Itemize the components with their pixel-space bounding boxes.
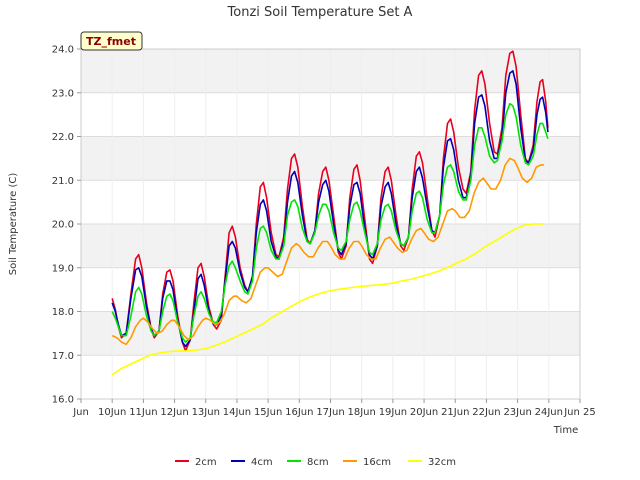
series-line-2cm bbox=[111, 50, 549, 352]
x-tick-label: 21Jun bbox=[441, 407, 469, 418]
x-tick-label: 23Jun bbox=[503, 407, 531, 418]
y-tick-label: 22.0 bbox=[52, 132, 74, 143]
series-lines bbox=[111, 50, 549, 376]
x-tick-label: 16Jun bbox=[285, 407, 313, 418]
legend-label-32cm: 32cm bbox=[428, 457, 456, 468]
y-axis-label: Soil Temperature (C) bbox=[8, 173, 19, 276]
site-tag-box bbox=[80, 31, 143, 51]
y-tick-label: 19.0 bbox=[52, 263, 74, 274]
x-tick-label: Jun bbox=[72, 407, 89, 418]
x-tick-label: 20Jun bbox=[410, 407, 438, 418]
legend-label-4cm: 4cm bbox=[251, 457, 273, 468]
x-tick-label: 10Jun bbox=[98, 407, 126, 418]
legend: 2cm 4cm 8cm 16cm 32cm bbox=[175, 457, 456, 468]
x-tick-label: 22Jun bbox=[472, 407, 500, 418]
x-tick-label: 12Jun bbox=[160, 407, 188, 418]
x-tick-label: 14Jun bbox=[223, 407, 251, 418]
y-tick-label: 24.0 bbox=[52, 45, 74, 56]
x-tick-label: 18Jun bbox=[348, 407, 376, 418]
y-tick-label: 18.0 bbox=[52, 307, 74, 318]
y-tick-label: 17.0 bbox=[52, 351, 74, 362]
x-tick-label: 15Jun bbox=[254, 407, 282, 418]
site-tag-label: TZ_fmet bbox=[86, 35, 136, 48]
legend-label-2cm: 2cm bbox=[195, 457, 217, 468]
x-tick-label: 17Jun bbox=[316, 407, 344, 418]
x-tick-label: Jun 25 bbox=[563, 407, 596, 418]
y-axis-ticks: 16.0 17.0 18.0 19.0 20.0 21.0 22.0 23.0 24.0 bbox=[52, 45, 81, 406]
series-line-4cm bbox=[111, 70, 549, 348]
x-axis-label: Time bbox=[553, 425, 578, 436]
y-tick-label: 20.0 bbox=[52, 220, 74, 231]
x-tick-label: 11Jun bbox=[129, 407, 157, 418]
x-tick-label: 19Jun bbox=[379, 407, 407, 418]
y-tick-label: 16.0 bbox=[52, 395, 74, 406]
y-tick-label: 23.0 bbox=[52, 88, 74, 99]
x-tick-label: 24Jun bbox=[535, 407, 563, 418]
legend-label-16cm: 16cm bbox=[363, 457, 391, 468]
series-line-32cm bbox=[111, 223, 545, 376]
series-line-8cm bbox=[111, 102, 549, 343]
chart-title: Tonzi Soil Temperature Set A bbox=[227, 5, 413, 20]
series-line-16cm bbox=[111, 157, 545, 346]
legend-label-8cm: 8cm bbox=[307, 457, 329, 468]
y-tick-label: 21.0 bbox=[52, 176, 74, 187]
x-tick-label: 13Jun bbox=[192, 407, 220, 418]
x-axis-ticks: Jun 10Jun 11Jun 12Jun 13Jun 14Jun 15Jun 16Jun 17… bbox=[72, 399, 596, 418]
plot-area bbox=[80, 48, 581, 400]
site-tag: TZ_fmet bbox=[80, 31, 143, 51]
